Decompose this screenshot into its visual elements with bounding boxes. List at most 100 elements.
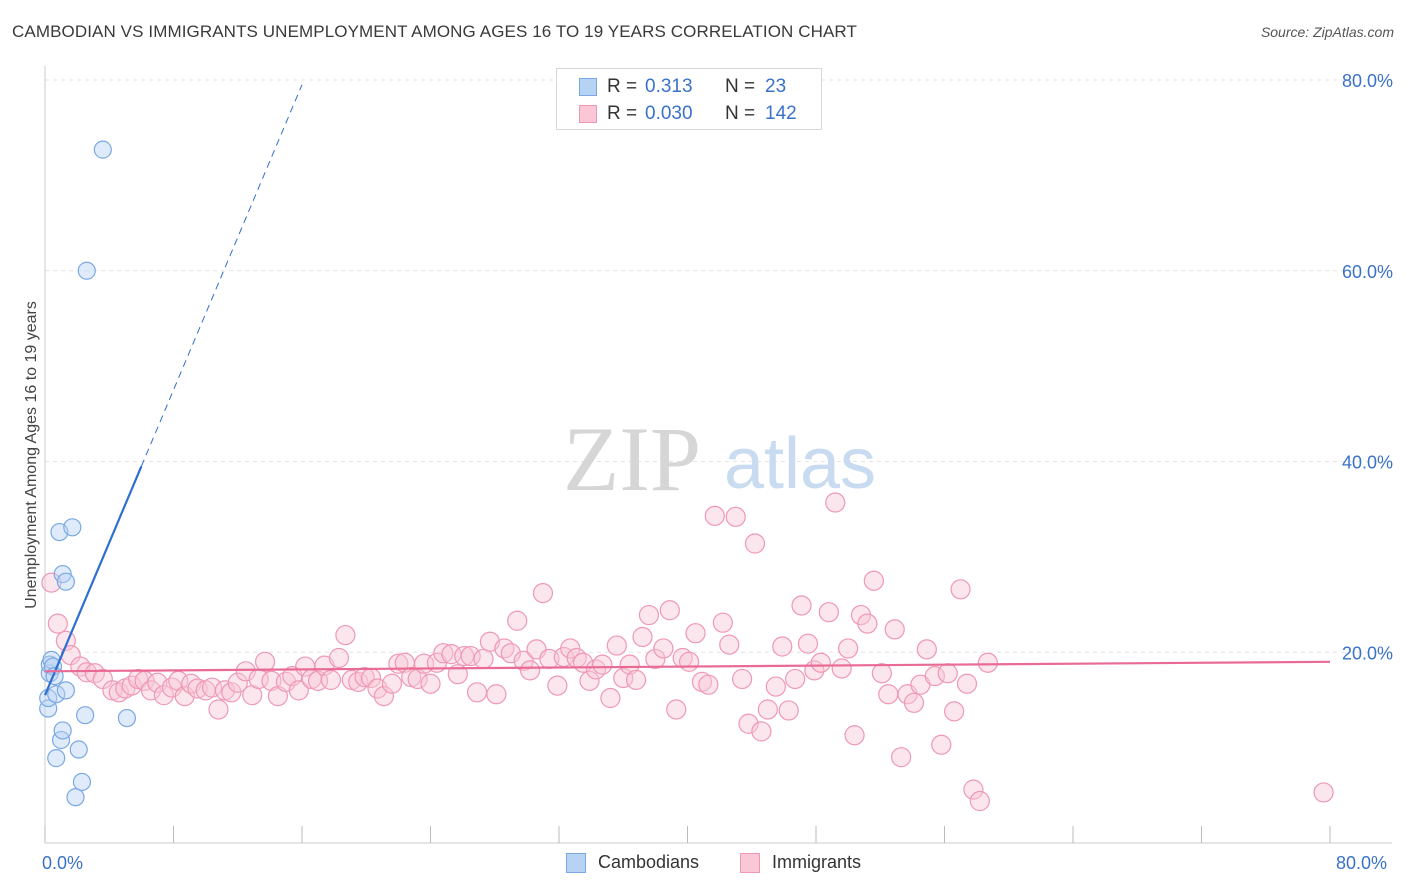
cambodians-trend-extension	[140, 84, 303, 467]
series-legend: Cambodians Immigrants	[0, 852, 1406, 878]
data-point	[51, 730, 71, 750]
data-point	[433, 643, 454, 664]
data-point	[863, 570, 884, 591]
data-point	[878, 684, 899, 705]
data-point	[831, 658, 852, 679]
immigrants-swatch	[740, 852, 760, 873]
data-point	[381, 673, 403, 694]
data-point	[420, 673, 441, 694]
data-point	[778, 700, 799, 721]
data-point	[63, 518, 82, 537]
data-point	[903, 692, 925, 713]
data-point	[108, 682, 129, 703]
data-point	[47, 613, 68, 634]
chart-title: CAMBODIAN VS IMMIGRANTS UNEMPLOYMENT AMO…	[12, 22, 857, 41]
y-tick-label: 20.0%	[1342, 643, 1393, 663]
data-point	[944, 701, 965, 722]
data-point	[659, 600, 680, 621]
legend-item-immigrants[interactable]: Immigrants	[740, 852, 861, 873]
data-point	[77, 261, 96, 280]
data-point	[632, 626, 653, 648]
data-point	[187, 678, 208, 699]
data-point	[201, 677, 223, 698]
data-point	[757, 699, 778, 720]
source-label: Source: ZipAtlas.com	[1260, 24, 1394, 40]
data-point	[785, 668, 806, 690]
legend-label: Cambodians	[598, 852, 700, 872]
grid-lines	[45, 79, 1392, 653]
immigrants-trend-line	[44, 660, 1331, 673]
data-point	[653, 638, 674, 659]
watermark: ZIP atlas	[563, 408, 876, 510]
data-point	[924, 665, 945, 687]
data-point	[825, 492, 846, 513]
axes	[44, 66, 1392, 844]
data-point	[738, 713, 759, 734]
data-point	[891, 747, 912, 768]
legend-label: Immigrants	[772, 852, 862, 872]
data-point	[613, 667, 634, 689]
y-tick-label: 80.0%	[1342, 71, 1393, 91]
data-point	[606, 635, 627, 656]
y-tick-labels: 20.0% 40.0% 60.0% 80.0%	[1342, 71, 1393, 663]
data-point	[117, 708, 137, 728]
data-point	[500, 643, 521, 664]
data-point	[354, 666, 375, 688]
legend-row-immigrants: R = 0.030 N = 142	[579, 102, 797, 126]
data-point	[818, 602, 839, 623]
watermark-zip: ZIP	[563, 408, 701, 510]
data-point	[56, 681, 75, 700]
data-point	[473, 648, 494, 670]
data-point	[507, 610, 528, 631]
legend-item-cambodians[interactable]: Cambodians	[566, 852, 699, 873]
watermark-atlas: atlas	[724, 424, 876, 504]
data-point	[884, 619, 905, 640]
y-tick-label: 40.0%	[1342, 453, 1393, 473]
cambodians-swatch	[579, 78, 597, 96]
data-point	[93, 140, 112, 159]
data-point	[679, 651, 700, 672]
data-point	[254, 651, 276, 672]
data-point	[931, 734, 952, 755]
data-point	[532, 583, 554, 604]
trend-lines	[43, 84, 1331, 696]
data-point	[916, 639, 937, 660]
data-point	[751, 721, 772, 742]
r-label: R =	[607, 76, 638, 97]
data-point	[732, 668, 753, 690]
n-label: N =	[725, 76, 756, 97]
data-point	[153, 685, 174, 706]
r-value: 0.313	[645, 76, 693, 97]
data-point	[335, 624, 356, 646]
data-point	[871, 663, 892, 684]
data-point	[857, 613, 878, 634]
immigrants-points	[41, 492, 1334, 812]
x-tick-label-max: 80.0%	[1336, 853, 1388, 873]
y-tick-label: 60.0%	[1342, 262, 1393, 282]
data-point	[460, 645, 481, 667]
data-point	[977, 652, 998, 673]
data-point	[320, 669, 342, 691]
data-point	[39, 699, 58, 718]
data-point	[844, 725, 865, 746]
legend-row-cambodians: R = 0.313 N = 23	[579, 75, 786, 99]
data-point	[810, 652, 831, 673]
data-point	[486, 684, 507, 705]
data-point	[69, 740, 88, 759]
data-point	[547, 675, 568, 696]
data-point	[53, 721, 72, 740]
data-point	[235, 661, 256, 682]
data-point	[227, 672, 248, 693]
data-point	[666, 699, 687, 720]
data-point	[698, 674, 719, 695]
n-label: N =	[725, 103, 756, 124]
data-point	[765, 676, 786, 697]
n-value: 142	[765, 103, 797, 124]
data-point	[373, 686, 395, 707]
immigrants-swatch	[579, 105, 597, 123]
data-point	[937, 663, 958, 684]
n-value: 23	[765, 76, 787, 97]
data-point	[956, 673, 978, 694]
data-point	[712, 612, 733, 633]
